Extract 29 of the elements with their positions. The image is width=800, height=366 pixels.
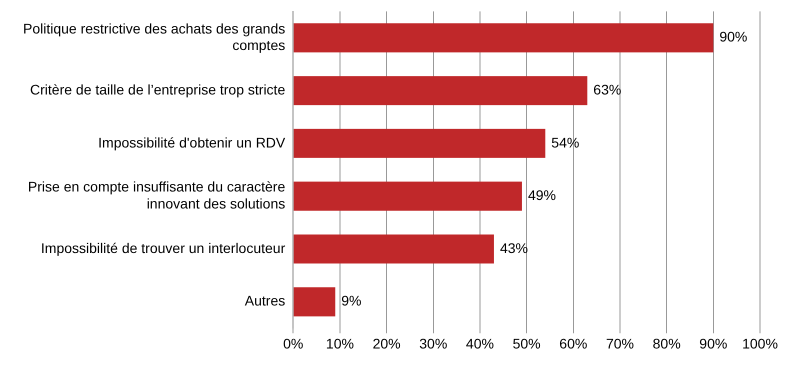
x-tick-label: 90% bbox=[699, 335, 728, 352]
data-label: 43% bbox=[500, 240, 528, 256]
x-tick-label: 60% bbox=[559, 335, 588, 352]
y-tick-label: Prise en compte insuffisante du caractère innovant des solutions bbox=[28, 178, 286, 212]
data-label: 49% bbox=[528, 187, 556, 204]
x-tick-label: 0% bbox=[283, 335, 304, 352]
bar bbox=[294, 23, 714, 52]
bar bbox=[294, 182, 522, 211]
y-tick-label: Impossibilité de trouver un interlocuteur bbox=[40, 240, 286, 256]
x-tick-label: 40% bbox=[466, 335, 494, 352]
x-tick-label: 80% bbox=[652, 335, 681, 352]
x-tick-label: 100% bbox=[742, 335, 778, 352]
x-tick-label: 10% bbox=[326, 335, 354, 352]
bar bbox=[294, 287, 336, 316]
data-label: 9% bbox=[341, 292, 362, 309]
y-tick-label: Politique restrictive des achats des grands comptes bbox=[22, 20, 286, 54]
data-label: 54% bbox=[551, 134, 580, 150]
x-tick-label: 50% bbox=[512, 335, 541, 352]
data-label: 63% bbox=[593, 81, 622, 98]
x-tick-label: 30% bbox=[419, 335, 448, 352]
y-tick-label: Autres bbox=[244, 292, 286, 309]
bar bbox=[294, 128, 546, 158]
x-tick-label: 70% bbox=[606, 335, 634, 352]
bar bbox=[294, 234, 494, 264]
data-label: 90% bbox=[719, 28, 748, 45]
x-tick-label: 20% bbox=[372, 335, 401, 352]
y-tick-label: Critère de taille de l’entreprise trop stricte bbox=[30, 81, 286, 98]
bar bbox=[294, 76, 588, 106]
y-tick-label: Impossibilité d'obtenir un RDV bbox=[98, 134, 286, 150]
